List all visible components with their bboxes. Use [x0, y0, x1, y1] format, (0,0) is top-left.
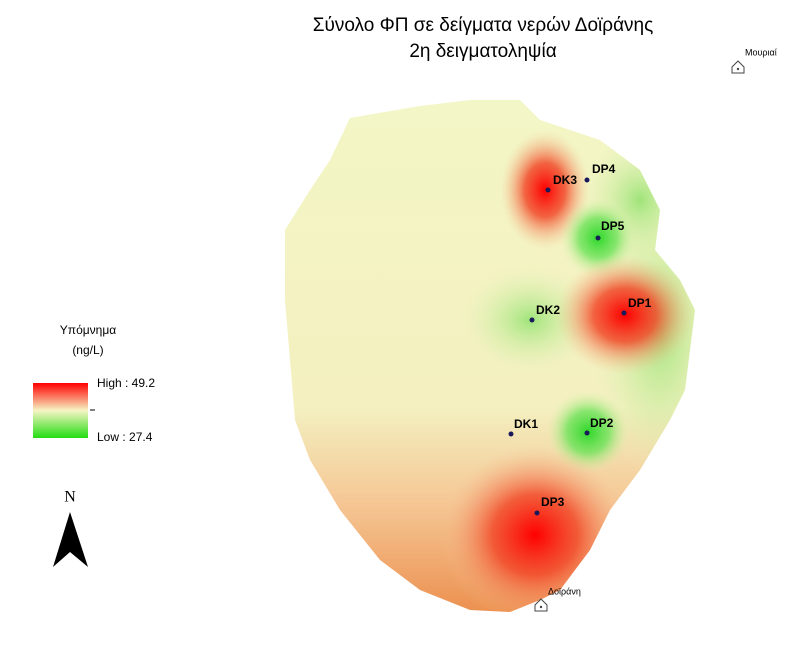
- legend-title: Υπόμνημα: [60, 323, 116, 337]
- town-label: Μουριαί: [745, 47, 777, 57]
- town-icon: [534, 598, 548, 612]
- sample-point: [584, 430, 590, 436]
- lake: [285, 100, 695, 612]
- subtitle: 2η δειγματοληψία: [409, 41, 556, 62]
- point-label: DK1: [514, 417, 538, 431]
- point-label: DP5: [601, 219, 625, 233]
- legend: Υπόμνημα (ng/L) High : 49.2 Low : 27.4: [33, 323, 155, 444]
- town-icon-dot: [736, 67, 740, 71]
- town-icon-dot: [539, 605, 543, 609]
- north-arrow: N: [53, 489, 88, 567]
- legend-unit: (ng/L): [72, 343, 103, 357]
- legend-high: High : 49.2: [97, 376, 155, 390]
- point-label: DP1: [628, 296, 652, 310]
- north-arrow-shape: [53, 512, 88, 567]
- sample-point: [508, 431, 514, 437]
- sample-points: DK3 DP4 DP5 DK2 DP1 DK1 DP2 DP3: [508, 162, 652, 516]
- legend-ramp: [33, 383, 88, 438]
- town-icon: [731, 60, 745, 74]
- point-label: DP3: [541, 495, 565, 509]
- sample-point: [545, 187, 551, 193]
- sample-point: [584, 177, 590, 183]
- point-label: DP2: [590, 416, 614, 430]
- sample-point: [529, 317, 535, 323]
- sample-point: [595, 235, 601, 241]
- north-label: N: [64, 489, 76, 506]
- towns: Μουριαί Δοϊράνη: [534, 47, 777, 612]
- point-label: DK3: [553, 173, 577, 187]
- legend-low: Low : 27.4: [97, 430, 153, 444]
- sample-point: [534, 510, 540, 516]
- point-label: DK2: [536, 303, 560, 317]
- point-label: DP4: [592, 162, 616, 176]
- sample-point: [621, 310, 627, 316]
- title: Σύνολο ΦΠ σε δείγματα νερών Δοϊράνης: [313, 15, 654, 36]
- town-label: Δοϊράνη: [548, 586, 581, 596]
